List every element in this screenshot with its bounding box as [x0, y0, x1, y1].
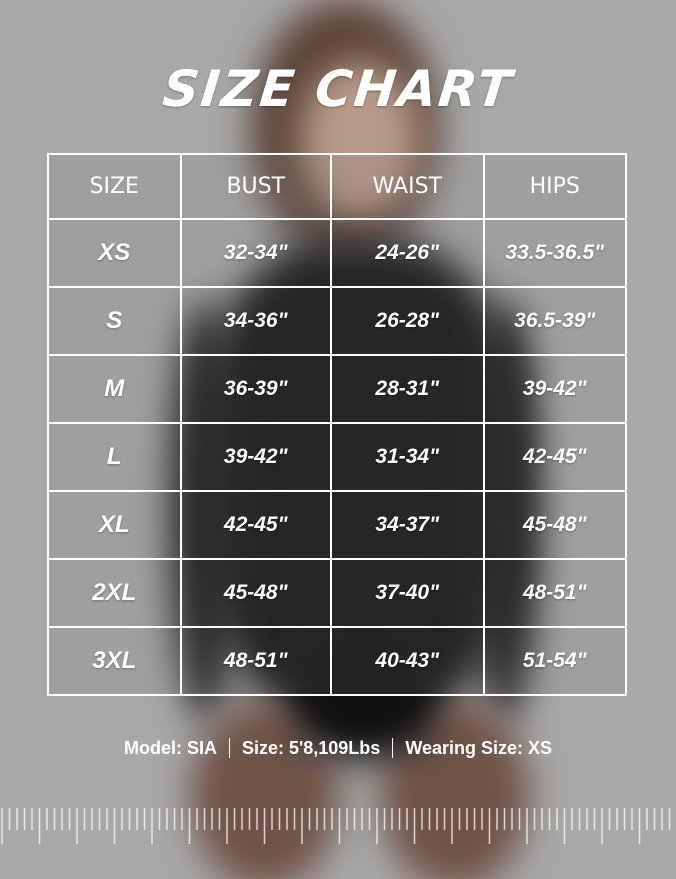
cell-size: 3XL [47, 626, 182, 696]
cell-bust: 36-39" [179, 354, 332, 424]
table-row: S 34-36" 26-28" 36.5-39" [47, 286, 627, 356]
cell-size: XS [47, 218, 182, 288]
wearing-size: Wearing Size: XS [405, 738, 553, 758]
cell-hips: 48-51" [482, 558, 627, 628]
header-row: SIZE BUST WAIST HIPS [47, 153, 627, 220]
cell-size: L [47, 422, 182, 492]
cell-size: 2XL [47, 558, 182, 628]
table-row: M 36-39" 28-31" 39-42" [47, 354, 627, 424]
cell-bust: 39-42" [179, 422, 332, 492]
header-waist: WAIST [329, 153, 485, 220]
divider [228, 738, 230, 758]
header-hips: HIPS [482, 153, 627, 220]
size-chart-table: SIZE BUST WAIST HIPS XS 32-34" 24-26" 33.5-… [47, 153, 627, 696]
cell-waist: 28-31" [329, 354, 485, 424]
cell-hips: 51-54" [482, 626, 627, 696]
model-info: Model: SIA Size: 5'8,109Lbs Wearing Size: … [0, 738, 676, 759]
header-bust: BUST [179, 153, 332, 220]
cell-bust: 32-34" [179, 218, 332, 288]
cell-waist: 34-37" [329, 490, 485, 560]
table-row: 2XL 45-48" 37-40" 48-51" [47, 558, 627, 628]
model-size: Size: 5'8,109Lbs [241, 738, 381, 758]
cell-hips: 36.5-39" [482, 286, 627, 356]
header-size: SIZE [47, 153, 182, 220]
ruler-decoration [1, 808, 671, 844]
cell-waist: 31-34" [329, 422, 485, 492]
cell-bust: 45-48" [179, 558, 332, 628]
table-row: XL 42-45" 34-37" 45-48" [47, 490, 627, 560]
cell-hips: 42-45" [482, 422, 627, 492]
cell-waist: 37-40" [329, 558, 485, 628]
cell-bust: 48-51" [179, 626, 332, 696]
table-row: 3XL 48-51" 40-43" 51-54" [47, 626, 627, 696]
size-chart-title: SIZE CHART [159, 60, 517, 118]
cell-hips: 33.5-36.5" [482, 218, 627, 288]
cell-bust: 42-45" [179, 490, 332, 560]
cell-hips: 39-42" [482, 354, 627, 424]
table-row: L 39-42" 31-34" 42-45" [47, 422, 627, 492]
divider [392, 738, 394, 758]
cell-waist: 26-28" [329, 286, 485, 356]
table-row: XS 32-34" 24-26" 33.5-36.5" [47, 218, 627, 288]
cell-size: XL [47, 490, 182, 560]
cell-waist: 40-43" [329, 626, 485, 696]
cell-bust: 34-36" [179, 286, 332, 356]
cell-hips: 45-48" [482, 490, 627, 560]
model-name: Model: SIA [123, 738, 217, 758]
cell-size: S [47, 286, 182, 356]
cell-size: M [47, 354, 182, 424]
cell-waist: 24-26" [329, 218, 485, 288]
